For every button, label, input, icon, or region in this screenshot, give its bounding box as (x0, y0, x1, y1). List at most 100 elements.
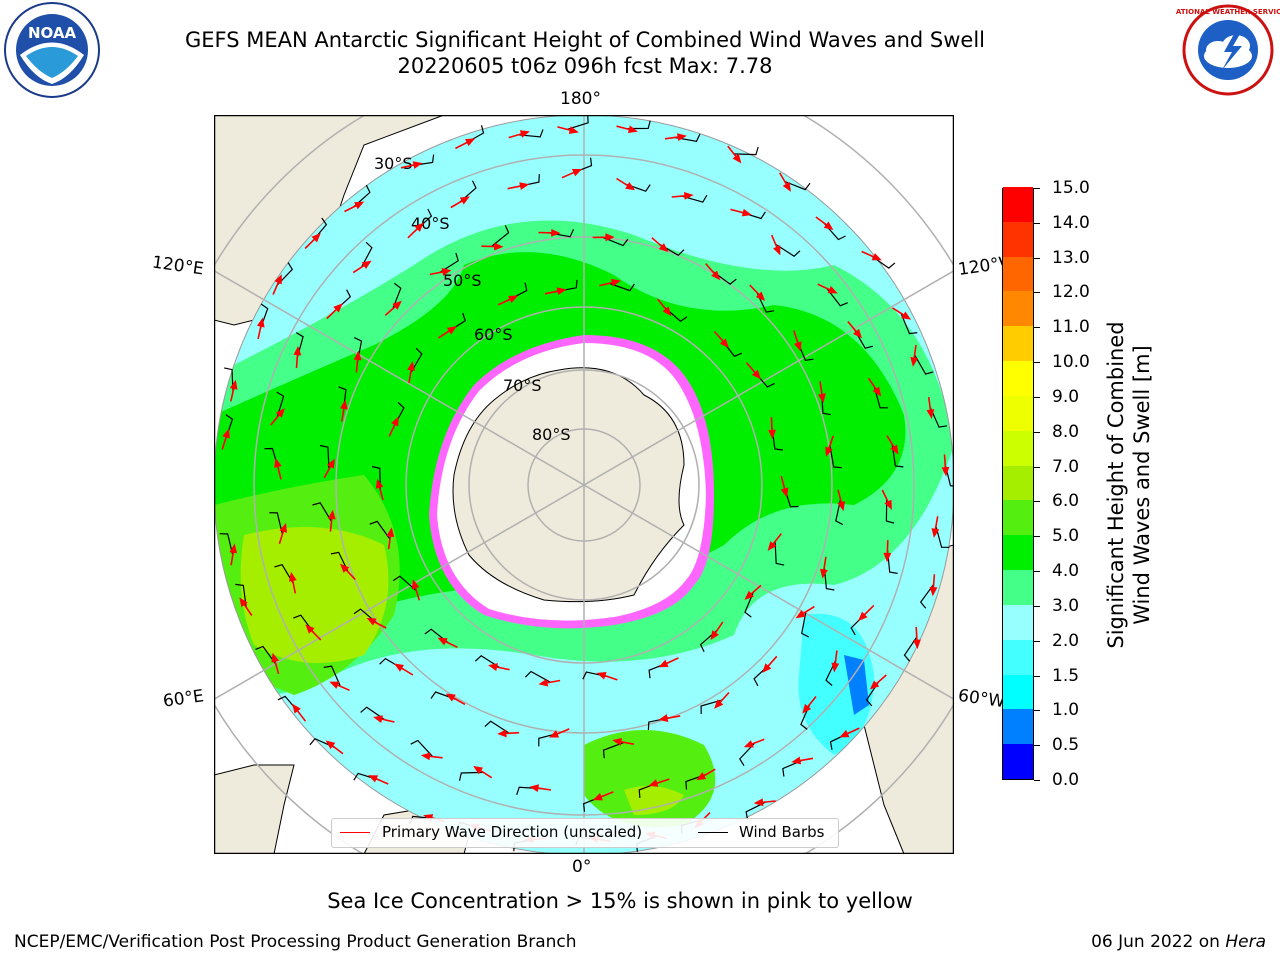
wave-arrow (270, 408, 285, 426)
wave-arrow (592, 791, 614, 801)
colorbar-segment (1003, 743, 1033, 779)
wave-arrow (372, 715, 395, 723)
colorbar-tick-label: 0.5 (1052, 735, 1080, 756)
wave-arrow (304, 232, 321, 250)
colorbar-tick-label: 10.0 (1052, 352, 1090, 373)
colorbar-tick-label: 5.0 (1052, 526, 1080, 547)
lat-label-80s: 80°S (532, 425, 571, 444)
colorbar-tick-label: 0.0 (1052, 770, 1080, 790)
legend-wave-line (340, 832, 370, 833)
colorbar-title: Significant Height of Combined Wind Wave… (1103, 275, 1155, 695)
colorbar-segment (1003, 465, 1033, 501)
wave-arrow (658, 714, 681, 722)
wave-arrow (278, 522, 288, 545)
wind-barb (674, 133, 701, 142)
wind-barb (330, 551, 349, 573)
wind-barb (602, 741, 625, 759)
wave-arrow (561, 169, 583, 179)
wave-arrow (831, 650, 840, 673)
wave-arrow (386, 527, 395, 550)
wind-barb (566, 115, 589, 130)
wave-arrow (837, 489, 845, 512)
wave-arrow (437, 637, 458, 649)
wave-arrow (384, 300, 402, 316)
wave-arrow (651, 237, 669, 253)
footer-host: Hera (1225, 932, 1266, 952)
wind-barb (392, 575, 417, 592)
wave-arrow (656, 298, 672, 317)
wind-barb (319, 444, 330, 470)
colorbar-segment (1003, 186, 1033, 222)
wave-arrow (886, 435, 899, 455)
wave-arrow (596, 671, 618, 681)
colorbar (1002, 186, 1034, 780)
lon-label-120e: 120°E (150, 252, 205, 280)
wave-arrow (353, 350, 362, 373)
wind-barb (602, 236, 629, 247)
nws-logo: NATIONAL WEATHER SERVICE (1176, 4, 1280, 96)
wind-barb (903, 636, 918, 662)
wave-arrow (910, 344, 919, 367)
wind-barb (733, 146, 759, 156)
land-antarctica (452, 367, 685, 603)
wave-arrow (339, 399, 348, 422)
wave-arrow (326, 303, 343, 320)
colorbar-tick (1034, 292, 1040, 294)
latitude-labels: 30°S 40°S 50°S 60°S 70°S 80°S (374, 154, 571, 444)
wave-arrow (437, 326, 457, 339)
colorbar-title-line2: Wind Waves and Swell [m] (1130, 345, 1154, 625)
wave-arrow (817, 381, 826, 404)
chart-subtitle: 20220605 t06z 096h fcst Max: 7.78 (397, 54, 773, 78)
wave-arrow (538, 678, 561, 687)
noaa-logo-text: NOAA (28, 24, 77, 42)
map-legend: Primary Wave Direction (unscaled) Wind B… (331, 818, 839, 848)
colorbar-tick (1034, 745, 1040, 747)
wave-arrow (325, 740, 344, 755)
wave-arrow (274, 457, 282, 480)
wind-barb (784, 180, 811, 191)
wave-arrow (557, 126, 579, 134)
colorbar-tick-label: 13.0 (1052, 247, 1090, 268)
colorbar-segment (1003, 430, 1033, 466)
wave-arrow (327, 509, 336, 532)
wave-arrow (713, 330, 729, 348)
colorbar-segment (1003, 290, 1033, 327)
wave-arrow (292, 703, 307, 722)
wind-barb (744, 591, 755, 618)
colorbar-tick (1034, 327, 1040, 329)
wave-arrow (753, 798, 776, 807)
land-africa (214, 764, 295, 854)
wave-arrow (455, 138, 476, 150)
colorbar-segment (1003, 499, 1033, 536)
wind-barb (801, 611, 810, 638)
wave-arrow (538, 228, 561, 237)
wind-barb (873, 386, 889, 409)
wave-arrow (293, 345, 302, 368)
colorbar-segment (1003, 534, 1033, 571)
nws-logo-text: NATIONAL WEATHER SERVICE (1176, 8, 1280, 16)
colorbar-tick (1034, 396, 1040, 398)
wave-arrow (229, 379, 238, 402)
wind-barb (219, 533, 234, 556)
wind-barb (274, 563, 294, 584)
colorbar-tick-label: 9.0 (1052, 386, 1080, 407)
colorbar-tick (1034, 605, 1040, 607)
wind-barb (410, 347, 423, 374)
wind-barb (745, 801, 767, 820)
wind-barb (369, 520, 391, 540)
wave-arrow (793, 330, 802, 352)
wave-arrow (802, 695, 817, 714)
wave-arrow (768, 417, 776, 440)
colorbar-tick (1034, 710, 1040, 712)
wind-barb (775, 243, 801, 257)
lat-label-60s: 60°S (474, 325, 513, 344)
wave-arrow (861, 250, 882, 261)
wave-arrow (367, 775, 389, 785)
wave-arrow (883, 540, 892, 563)
colorbar-tick (1034, 188, 1040, 189)
wave-arrow (820, 556, 828, 579)
wave-arrow (892, 307, 912, 320)
wind-barb (323, 665, 341, 687)
wind-barb (235, 583, 247, 608)
wave-arrow (497, 729, 520, 738)
